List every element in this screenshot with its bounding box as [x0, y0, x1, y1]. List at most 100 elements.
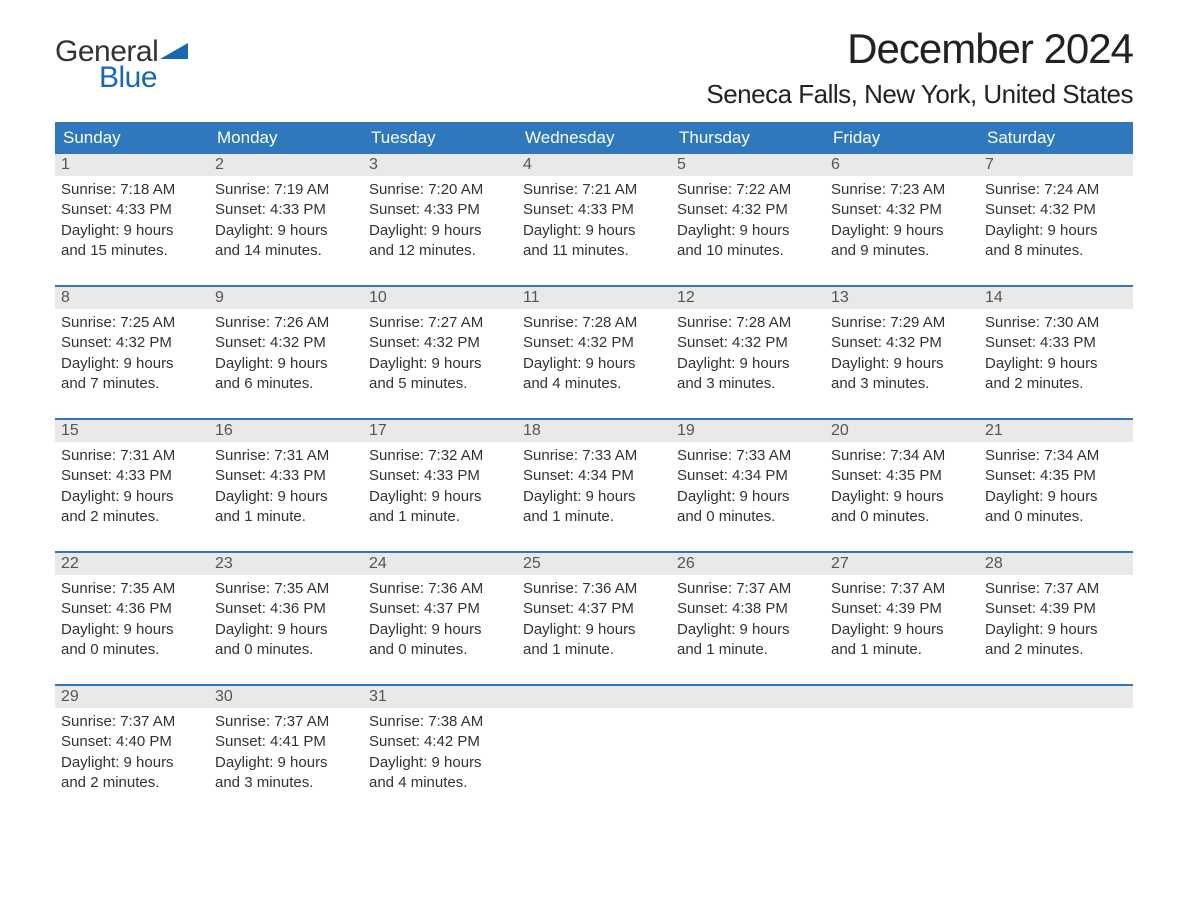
cell-body: Sunrise: 7:37 AMSunset: 4:39 PMDaylight:…	[825, 575, 979, 666]
calendar-cell: 22Sunrise: 7:35 AMSunset: 4:36 PMDayligh…	[55, 553, 209, 666]
daylight-line2: and 2 minutes.	[985, 640, 1127, 660]
sunrise-line: Sunrise: 7:35 AM	[61, 579, 203, 599]
date-number: 17	[363, 420, 517, 442]
cell-body: Sunrise: 7:35 AMSunset: 4:36 PMDaylight:…	[55, 575, 209, 666]
sunrise-line: Sunrise: 7:23 AM	[831, 180, 973, 200]
daylight-line: Daylight: 9 hours	[215, 753, 357, 773]
daylight-line: Daylight: 9 hours	[61, 487, 203, 507]
daylight-line2: and 0 minutes.	[215, 640, 357, 660]
cell-body: Sunrise: 7:34 AMSunset: 4:35 PMDaylight:…	[979, 442, 1133, 533]
sunset-line: Sunset: 4:35 PM	[985, 466, 1127, 486]
calendar-cell: 31Sunrise: 7:38 AMSunset: 4:42 PMDayligh…	[363, 686, 517, 799]
sunrise-line: Sunrise: 7:37 AM	[985, 579, 1127, 599]
sunset-line: Sunset: 4:32 PM	[677, 200, 819, 220]
cell-body: Sunrise: 7:37 AMSunset: 4:40 PMDaylight:…	[55, 708, 209, 799]
date-number: 31	[363, 686, 517, 708]
daylight-line: Daylight: 9 hours	[677, 620, 819, 640]
sunrise-line: Sunrise: 7:29 AM	[831, 313, 973, 333]
daylight-line: Daylight: 9 hours	[677, 354, 819, 374]
sunset-line: Sunset: 4:40 PM	[61, 732, 203, 752]
cell-body: Sunrise: 7:33 AMSunset: 4:34 PMDaylight:…	[671, 442, 825, 533]
cell-body: Sunrise: 7:18 AMSunset: 4:33 PMDaylight:…	[55, 176, 209, 267]
calendar-cell: 9Sunrise: 7:26 AMSunset: 4:32 PMDaylight…	[209, 287, 363, 400]
date-number: 10	[363, 287, 517, 309]
sunset-line: Sunset: 4:34 PM	[677, 466, 819, 486]
date-number: 5	[671, 154, 825, 176]
cell-body: Sunrise: 7:19 AMSunset: 4:33 PMDaylight:…	[209, 176, 363, 267]
daylight-line: Daylight: 9 hours	[831, 620, 973, 640]
day-header: Monday	[209, 122, 363, 154]
daylight-line: Daylight: 9 hours	[369, 487, 511, 507]
daylight-line2: and 0 minutes.	[369, 640, 511, 660]
date-number: 9	[209, 287, 363, 309]
sunset-line: Sunset: 4:32 PM	[985, 200, 1127, 220]
daylight-line: Daylight: 9 hours	[985, 221, 1127, 241]
sunrise-line: Sunrise: 7:32 AM	[369, 446, 511, 466]
daylight-line2: and 8 minutes.	[985, 241, 1127, 261]
calendar-cell: 26Sunrise: 7:37 AMSunset: 4:38 PMDayligh…	[671, 553, 825, 666]
calendar-cell: 30Sunrise: 7:37 AMSunset: 4:41 PMDayligh…	[209, 686, 363, 799]
daylight-line: Daylight: 9 hours	[61, 354, 203, 374]
sunset-line: Sunset: 4:32 PM	[61, 333, 203, 353]
calendar-week: 15Sunrise: 7:31 AMSunset: 4:33 PMDayligh…	[55, 418, 1133, 533]
daylight-line2: and 10 minutes.	[677, 241, 819, 261]
daylight-line: Daylight: 9 hours	[831, 354, 973, 374]
date-number: 6	[825, 154, 979, 176]
daylight-line: Daylight: 9 hours	[61, 753, 203, 773]
date-number	[825, 686, 979, 708]
cell-body: Sunrise: 7:36 AMSunset: 4:37 PMDaylight:…	[363, 575, 517, 666]
location: Seneca Falls, New York, United States	[706, 79, 1133, 110]
sunset-line: Sunset: 4:41 PM	[215, 732, 357, 752]
calendar-cell: 20Sunrise: 7:34 AMSunset: 4:35 PMDayligh…	[825, 420, 979, 533]
cell-body: Sunrise: 7:37 AMSunset: 4:38 PMDaylight:…	[671, 575, 825, 666]
sunrise-line: Sunrise: 7:37 AM	[831, 579, 973, 599]
calendar-cell: 15Sunrise: 7:31 AMSunset: 4:33 PMDayligh…	[55, 420, 209, 533]
daylight-line: Daylight: 9 hours	[831, 487, 973, 507]
calendar-cell: 7Sunrise: 7:24 AMSunset: 4:32 PMDaylight…	[979, 154, 1133, 267]
sunrise-line: Sunrise: 7:20 AM	[369, 180, 511, 200]
daylight-line2: and 0 minutes.	[831, 507, 973, 527]
date-number: 8	[55, 287, 209, 309]
cell-body: Sunrise: 7:27 AMSunset: 4:32 PMDaylight:…	[363, 309, 517, 400]
sunset-line: Sunset: 4:33 PM	[369, 200, 511, 220]
sunset-line: Sunset: 4:33 PM	[61, 466, 203, 486]
daylight-line2: and 1 minute.	[215, 507, 357, 527]
calendar-cell: 2Sunrise: 7:19 AMSunset: 4:33 PMDaylight…	[209, 154, 363, 267]
sunrise-line: Sunrise: 7:22 AM	[677, 180, 819, 200]
logo-triangle-icon	[160, 41, 190, 61]
calendar-week: 22Sunrise: 7:35 AMSunset: 4:36 PMDayligh…	[55, 551, 1133, 666]
calendar-cell: 1Sunrise: 7:18 AMSunset: 4:33 PMDaylight…	[55, 154, 209, 267]
date-number: 12	[671, 287, 825, 309]
daylight-line: Daylight: 9 hours	[523, 221, 665, 241]
daylight-line: Daylight: 9 hours	[369, 753, 511, 773]
sunrise-line: Sunrise: 7:31 AM	[61, 446, 203, 466]
sunset-line: Sunset: 4:33 PM	[369, 466, 511, 486]
calendar-cell: 23Sunrise: 7:35 AMSunset: 4:36 PMDayligh…	[209, 553, 363, 666]
calendar-cell: 8Sunrise: 7:25 AMSunset: 4:32 PMDaylight…	[55, 287, 209, 400]
date-number: 20	[825, 420, 979, 442]
daylight-line: Daylight: 9 hours	[831, 221, 973, 241]
cell-body: Sunrise: 7:31 AMSunset: 4:33 PMDaylight:…	[55, 442, 209, 533]
sunrise-line: Sunrise: 7:34 AM	[985, 446, 1127, 466]
cell-body: Sunrise: 7:20 AMSunset: 4:33 PMDaylight:…	[363, 176, 517, 267]
cell-body: Sunrise: 7:35 AMSunset: 4:36 PMDaylight:…	[209, 575, 363, 666]
daylight-line: Daylight: 9 hours	[369, 620, 511, 640]
sunset-line: Sunset: 4:36 PM	[215, 599, 357, 619]
date-number: 2	[209, 154, 363, 176]
sunrise-line: Sunrise: 7:28 AM	[523, 313, 665, 333]
date-number: 7	[979, 154, 1133, 176]
sunrise-line: Sunrise: 7:19 AM	[215, 180, 357, 200]
calendar-cell	[671, 686, 825, 799]
calendar-cell: 5 Sunrise: 7:22 AMSunset: 4:32 PMDaylight…	[671, 154, 825, 267]
daylight-line2: and 0 minutes.	[985, 507, 1127, 527]
daylight-line: Daylight: 9 hours	[215, 354, 357, 374]
daylight-line: Daylight: 9 hours	[677, 221, 819, 241]
sunrise-line: Sunrise: 7:30 AM	[985, 313, 1127, 333]
date-number: 19	[671, 420, 825, 442]
date-number: 23	[209, 553, 363, 575]
sunset-line: Sunset: 4:32 PM	[215, 333, 357, 353]
sunset-line: Sunset: 4:37 PM	[369, 599, 511, 619]
cell-body	[979, 708, 1133, 788]
date-number: 11	[517, 287, 671, 309]
calendar-cell: 6Sunrise: 7:23 AMSunset: 4:32 PMDaylight…	[825, 154, 979, 267]
